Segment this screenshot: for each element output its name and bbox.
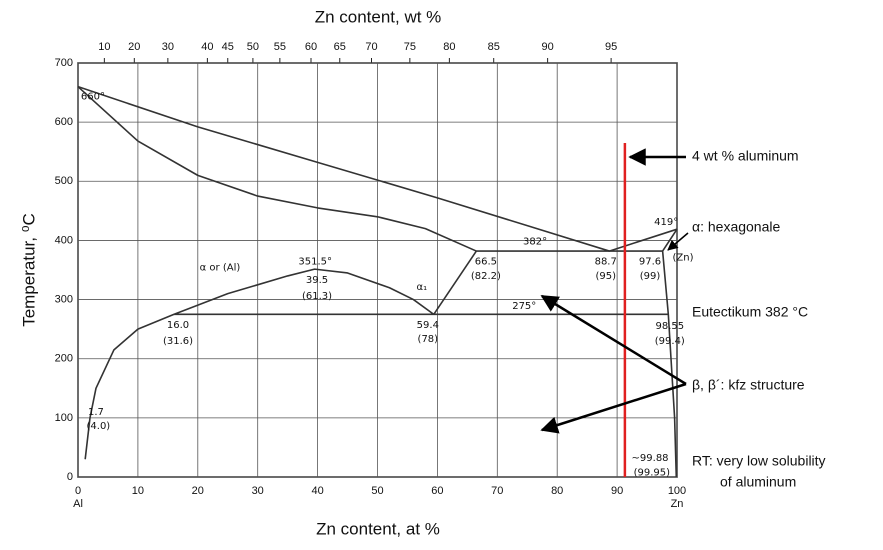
x-tick-label: 70 [491,485,503,497]
note: 4 wt % aluminum [692,148,799,164]
x2-axis-title: Zn content, wt % [315,7,442,26]
x-end-label: Zn [671,498,684,510]
annotation: ~99.88 [632,453,669,464]
x2-tick-label: 90 [541,41,553,53]
annotation: (Zn) [672,253,693,264]
phase-boundary [433,250,477,315]
x2-tick-label: 30 [162,41,174,53]
annotation: α or (Al) [200,263,241,274]
annotation: (99) [640,271,661,282]
y-tick-label: 0 [67,471,73,483]
x2-tick-label: 65 [334,41,346,53]
x2-tick-label: 95 [605,41,617,53]
annotation: 97.6 [639,257,661,268]
y-tick-label: 700 [55,57,73,69]
annotation: 419° [654,217,678,228]
annotation: (4.0) [87,421,111,432]
x2-tick-label: 55 [274,41,286,53]
arrow [667,232,689,251]
annotation: (78) [418,334,439,345]
y-axis-title: Temperatur, ⁰C [19,213,38,327]
annotation: 98.55 [655,321,684,332]
x2-tick-label: 45 [222,41,234,53]
annotation: (31.6) [163,336,193,347]
annotation: α₁ [417,282,428,293]
x-tick-label: 40 [311,485,323,497]
x-tick-label: 90 [611,485,623,497]
arrow [540,382,687,434]
x2-tick-label: 50 [247,41,259,53]
annotation: 382° [523,237,547,248]
x2-tick-label: 75 [404,41,416,53]
y-tick-label: 500 [55,175,73,187]
arrows [540,148,689,434]
annotation: (61.3) [302,291,332,302]
x-tick-label: 100 [668,485,686,497]
x2-tick-label: 85 [488,41,500,53]
annotation: 59.4 [417,320,439,331]
phase-boundary [84,268,435,460]
x2-tick-label: 70 [365,41,377,53]
annotation: (99.4) [655,336,685,347]
y-tick-label: 600 [55,116,73,128]
annotation: 351.5° [298,257,332,268]
x2-tick-label: 80 [443,41,455,53]
note: α: hexagonale [692,219,780,235]
annotation: 1.7 [88,407,104,418]
annotation: 88.7 [595,257,617,268]
phase-boundary [77,86,477,252]
annotation: (95) [595,271,616,282]
note: β, β´: kfz structure [692,377,805,393]
x2-tick-label: 10 [98,41,110,53]
x-tick-label: 80 [551,485,563,497]
x-tick-label: 50 [371,485,383,497]
annotation: (82.2) [471,271,501,282]
annotation: 66.5 [475,257,497,268]
annotation: 16.0 [167,320,189,331]
x-tick-label: 20 [192,485,204,497]
annotation: 660° [81,92,105,103]
note: RT: very low solubility [692,453,826,469]
note: of aluminum [720,474,796,490]
annotation: 39.5 [306,275,328,286]
arrow [540,294,687,386]
y-tick-label: 100 [55,412,73,424]
x-tick-label: 10 [132,485,144,497]
annotation: 275° [512,301,536,312]
y-tick-label: 200 [55,353,73,365]
x-axis-title: Zn content, at % [316,519,440,538]
x-tick-label: 30 [252,485,264,497]
x2-tick-label: 60 [305,41,317,53]
x-tick-label: 0 [75,485,81,497]
x-end-label: Al [73,498,83,510]
x2-tick-label: 40 [201,41,213,53]
y-tick-label: 300 [55,293,73,305]
x-tick-label: 60 [431,485,443,497]
annotation: (99.95) [634,467,671,478]
y-tick-label: 400 [55,234,73,246]
note: Eutectikum 382 °C [692,304,808,320]
x2-tick-label: 20 [128,41,140,53]
